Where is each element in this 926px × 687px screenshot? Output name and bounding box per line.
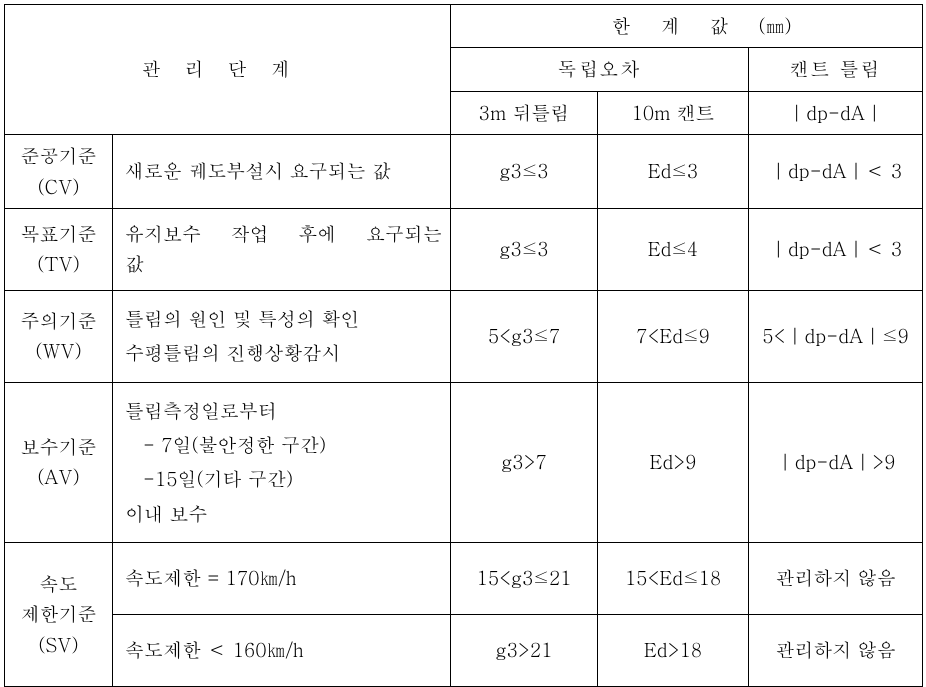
row-cv: 준공기준 (CV) 새로운 궤도부설시 요구되는 값 g3≤3 Ed≤3 ｜dp… [5,135,923,209]
cell-sv-v1-b: g3>21 [451,614,598,686]
cell-cv-v2: Ed≤3 [598,135,749,209]
cell-wv-label: 주의기준 (WV) [5,290,113,382]
header-limit-values-label: 한계값 [611,12,758,39]
wv-label-line2: (WV) [35,337,82,364]
cell-sv-label: 속도 제한기준 (SV) [5,542,113,686]
cell-sv-v1-a: 15<g3≤21 [451,542,598,614]
cell-cv-desc: 새로운 궤도부설시 요구되는 값 [113,135,451,209]
cell-wv-v3: 5<｜dp-dA｜≤9 [749,290,923,382]
row-av: 보수기준 (AV) 틀림측정일로부터 - 7일(불안정한 구간) -15일(기타… [5,382,923,542]
tv-desc-line2: 값 [125,250,144,277]
cell-wv-desc: 틀림의 원인 및 특성의 확인 수평틀림의 진행상황감시 [113,290,451,382]
av-desc-line3: -15일(기타 구간) [125,462,442,496]
cell-tv-v3: ｜dp-dA｜＜ 3 [749,208,923,290]
cell-sv-desc-a: 속도제한 = 170㎞/h [113,542,451,614]
tv-label-line1: 목표기준 [21,220,97,247]
cell-sv-v3-b: 관리하지 않음 [749,614,923,686]
cell-tv-label: 목표기준 (TV) [5,208,113,290]
header-limit-values: 한계값(㎜) [451,5,923,48]
row-tv: 목표기준 (TV) 유지보수 작업 후에 요구되는 값 g3≤3 Ed≤4 ｜d… [5,208,923,290]
av-label-line2: (AV) [37,463,80,490]
cell-sv-v2-a: 15<Ed≤18 [598,542,749,614]
cell-cv-label: 준공기준 (CV) [5,135,113,209]
tv-label-line2: (TV) [37,250,80,277]
cell-sv-v2-b: Ed>18 [598,614,749,686]
sv-label-line1: 속도 [40,570,78,597]
cell-av-v3: ｜dp-dA｜>9 [749,382,923,542]
sv-label-line3: (SV) [38,631,78,658]
sv-label-line2: 제한기준 [21,600,97,627]
cell-tv-v2: Ed≤4 [598,208,749,290]
header-col-3m: 3m 뒤틀림 [451,91,598,134]
row-sv-a: 속도 제한기준 (SV) 속도제한 = 170㎞/h 15<g3≤21 15<E… [5,542,923,614]
header-cant-tilt: 캔트 틀림 [749,48,923,91]
cell-av-v2: Ed>9 [598,382,749,542]
header-col-dpda: ｜dp-dA｜ [749,91,923,134]
header-row-1: 관리단계 한계값(㎜) [5,5,923,48]
header-col-10m: 10m 캔트 [598,91,749,134]
header-management-stage-text: 관리단계 [142,55,314,82]
cell-cv-v3: ｜dp-dA｜＜ 3 [749,135,923,209]
header-independent-error: 독립오차 [451,48,749,91]
cell-sv-v3-a: 관리하지 않음 [749,542,923,614]
wv-label-line1: 주의기준 [21,307,97,334]
row-wv: 주의기준 (WV) 틀림의 원인 및 특성의 확인 수평틀림의 진행상황감시 5… [5,290,923,382]
cell-wv-v2: 7<Ed≤9 [598,290,749,382]
av-label-line1: 보수기준 [21,433,97,460]
limit-values-table: 관리단계 한계값(㎜) 독립오차 캔트 틀림 3m 뒤틀림 10m 캔트 ｜dp… [4,4,923,687]
cell-tv-v1: g3≤3 [451,208,598,290]
cell-av-v1: g3>7 [451,382,598,542]
row-sv-b: 속도제한 ＜ 160㎞/h g3>21 Ed>18 관리하지 않음 [5,614,923,686]
cell-sv-desc-b: 속도제한 ＜ 160㎞/h [113,614,451,686]
cell-tv-desc: 유지보수 작업 후에 요구되는 값 [113,208,451,290]
header-management-stage: 관리단계 [5,5,451,135]
tv-desc-line1: 유지보수 작업 후에 요구되는 [125,219,442,249]
cell-av-label: 보수기준 (AV) [5,382,113,542]
av-desc-line1: 틀림측정일로부터 [125,397,277,424]
cell-cv-v1: g3≤3 [451,135,598,209]
wv-desc-line1: 틀림의 원인 및 특성의 확인 [125,305,359,332]
header-limit-values-unit: (㎜) [758,12,791,39]
cv-label-line2: (CV) [37,173,79,200]
cell-wv-v1: 5<g3≤7 [451,290,598,382]
cell-av-desc: 틀림측정일로부터 - 7일(불안정한 구간) -15일(기타 구간) 이내 보수 [113,382,451,542]
wv-desc-line2: 수평틀림의 진행상황감시 [125,339,340,366]
av-desc-line4: 이내 보수 [125,500,207,527]
cv-label-line1: 준공기준 [21,142,97,169]
av-desc-line2: - 7일(불안정한 구간) [125,428,442,462]
